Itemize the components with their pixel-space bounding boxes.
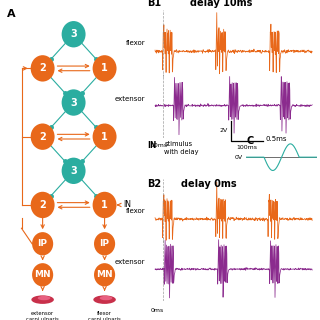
Text: flexor
carpi ulnaris: flexor carpi ulnaris (88, 311, 121, 320)
Text: 0.5ms: 0.5ms (266, 136, 287, 142)
Ellipse shape (31, 295, 54, 304)
Circle shape (62, 158, 85, 184)
Text: IP: IP (100, 239, 109, 248)
Text: flexor: flexor (126, 40, 146, 46)
Text: IN: IN (123, 200, 131, 210)
Text: MN: MN (96, 270, 113, 279)
Text: 1: 1 (101, 132, 108, 142)
Circle shape (92, 124, 116, 150)
Circle shape (31, 192, 55, 218)
Text: 10ms: 10ms (151, 143, 168, 148)
Circle shape (92, 192, 116, 218)
Circle shape (32, 232, 53, 255)
Circle shape (31, 55, 55, 82)
Text: extensor
carpi ulnaris: extensor carpi ulnaris (26, 311, 59, 320)
Text: 2: 2 (39, 200, 46, 210)
Ellipse shape (93, 295, 116, 304)
Circle shape (32, 263, 53, 286)
Circle shape (92, 55, 116, 82)
Text: delay 10ms: delay 10ms (190, 0, 253, 8)
Ellipse shape (100, 296, 112, 300)
Text: extensor: extensor (115, 260, 146, 265)
Text: 3: 3 (70, 98, 77, 108)
Text: 0ms: 0ms (151, 308, 164, 314)
Text: 2: 2 (39, 63, 46, 73)
Text: A: A (7, 9, 16, 20)
Circle shape (94, 263, 115, 286)
Text: stimulus
with delay: stimulus with delay (164, 141, 199, 155)
Text: C: C (246, 136, 254, 146)
Text: 2V: 2V (219, 128, 228, 133)
Text: 3: 3 (70, 166, 77, 176)
Text: 3: 3 (70, 29, 77, 39)
Text: IN: IN (147, 141, 156, 150)
Text: MN: MN (34, 270, 51, 279)
Text: 1: 1 (101, 63, 108, 73)
Circle shape (94, 232, 115, 255)
Circle shape (62, 89, 85, 116)
Text: 2: 2 (39, 132, 46, 142)
Text: IP: IP (38, 239, 48, 248)
Text: delay 0ms: delay 0ms (181, 179, 236, 189)
Text: extensor: extensor (115, 96, 146, 102)
Circle shape (62, 21, 85, 47)
Text: flexor: flexor (126, 208, 146, 214)
Text: B2: B2 (147, 179, 161, 189)
Circle shape (31, 124, 55, 150)
Text: B1: B1 (147, 0, 161, 8)
Text: 1: 1 (101, 200, 108, 210)
Text: 100ms: 100ms (236, 145, 258, 150)
Text: 0V: 0V (235, 155, 243, 160)
Ellipse shape (38, 296, 50, 300)
